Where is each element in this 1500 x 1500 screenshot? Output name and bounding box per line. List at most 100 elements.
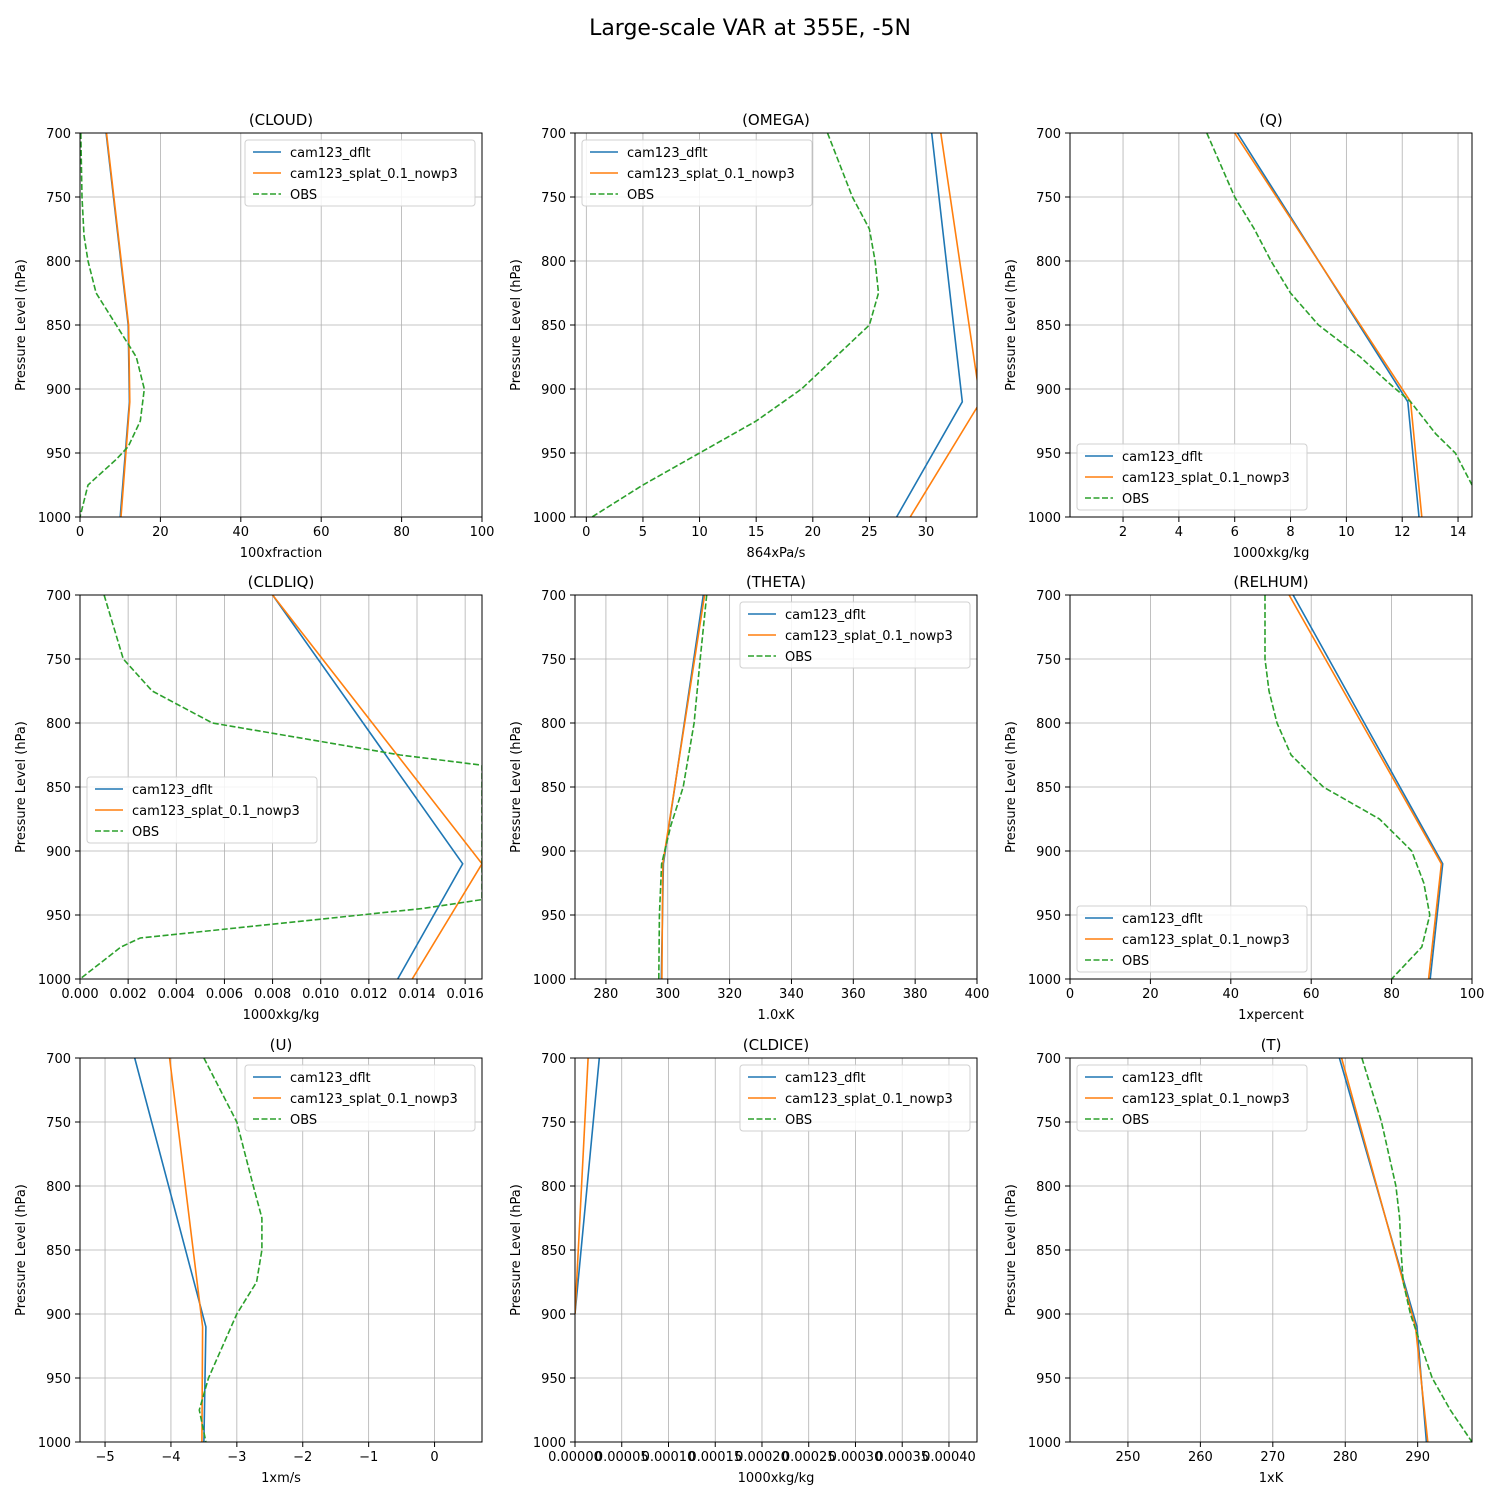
y-tick-label: 800 <box>541 255 566 270</box>
y-tick-label: 750 <box>541 191 566 206</box>
series-line-OBS <box>1264 595 1431 979</box>
y-tick-label: 900 <box>46 1308 71 1323</box>
y-tick-label: 800 <box>46 255 71 270</box>
x-tick-label: 5 <box>639 525 647 540</box>
series-line-OBS <box>198 1058 263 1442</box>
x-tick-label: 4 <box>1175 525 1183 540</box>
y-axis-label: Pressure Level (hPa) <box>1004 259 1019 391</box>
legend-label: OBS <box>1122 492 1149 507</box>
x-tick-label: 280 <box>1333 1450 1358 1465</box>
figure-title: Large-scale VAR at 355E, -5N <box>589 16 911 41</box>
x-tick-label: 10 <box>691 525 708 540</box>
y-axis-label: Pressure Level (hPa) <box>1004 721 1019 853</box>
legend-label: cam123_dflt <box>1122 1071 1203 1086</box>
x-tick-label: 100 <box>1460 987 1485 1002</box>
legend-label: OBS <box>132 825 159 840</box>
y-tick-label: 850 <box>541 781 566 796</box>
legend: cam123_dflt cam123_splat_0.1_nowp3 OBS <box>739 1064 971 1132</box>
series-line-cam123_splat_0.1_nowp3 <box>168 1058 204 1442</box>
subplot-7: 0.000000.000050.000100.000150.000200.000… <box>509 1036 978 1486</box>
x-axis-label: 1000xkg/kg <box>243 1008 320 1023</box>
subplot-4: 280 300 320 340 360 380 400 700 750 800 850 900 950 1… <box>509 573 989 1023</box>
x-tick-label: 0.00015 <box>688 1450 742 1465</box>
x-tick-label: 0 <box>582 525 590 540</box>
y-axis-label: Pressure Level (hPa) <box>14 1184 29 1316</box>
legend-label: cam123_splat_0.1_nowp3 <box>290 167 458 182</box>
legend-label: OBS <box>290 188 317 203</box>
legend: cam123_dflt cam123_splat_0.1_nowp3 OBS <box>86 776 318 844</box>
x-tick-label: 25 <box>861 525 878 540</box>
y-tick-label: 700 <box>541 589 566 604</box>
x-tick-label: 0 <box>76 525 84 540</box>
legend-box <box>739 601 971 669</box>
y-tick-label: 900 <box>1036 845 1061 860</box>
x-tick-label: 80 <box>1383 987 1400 1002</box>
y-tick-label: 700 <box>46 127 71 142</box>
subplot-0: 0 20 40 60 80 100 700 750 800 850 900 950 1000 (CLOUD… <box>14 111 494 561</box>
x-tick-label: 0.00020 <box>735 1450 789 1465</box>
y-tick-label: 750 <box>1036 653 1061 668</box>
x-tick-label: 300 <box>655 987 680 1002</box>
y-tick-label: 1000 <box>533 1436 566 1451</box>
y-tick-label: 700 <box>541 127 566 142</box>
x-tick-label: 0.004 <box>158 987 195 1002</box>
y-tick-label: 750 <box>46 653 71 668</box>
legend-label: OBS <box>627 188 654 203</box>
x-tick-label: 0.00010 <box>642 1450 696 1465</box>
legend: cam123_dflt cam123_splat_0.1_nowp3 OBS <box>244 139 476 207</box>
legend-label: OBS <box>290 1113 317 1128</box>
x-tick-label: 270 <box>1260 1450 1285 1465</box>
x-tick-label: 40 <box>233 525 250 540</box>
series-line-cam123_splat_0.1_nowp3 <box>105 133 131 517</box>
y-tick-label: 950 <box>46 447 71 462</box>
legend-box <box>739 1064 971 1132</box>
y-tick-label: 700 <box>541 1052 566 1067</box>
series-line-OBS <box>1361 1058 1472 1442</box>
series-line-cam123_splat_0.1_nowp3 <box>909 133 977 517</box>
x-tick-label: 280 <box>594 987 619 1002</box>
x-axis-label: 100xfraction <box>240 546 322 561</box>
x-axis-label: 864xPa/s <box>747 546 806 561</box>
x-tick-label: 14 <box>1450 525 1467 540</box>
y-axis-label: Pressure Level (hPa) <box>14 721 29 853</box>
x-tick-label: 30 <box>918 525 935 540</box>
x-tick-label: −1 <box>359 1450 378 1465</box>
y-axis-label: Pressure Level (hPa) <box>509 1184 524 1316</box>
y-tick-label: 800 <box>1036 717 1061 732</box>
x-tick-label: 0.00035 <box>875 1450 929 1465</box>
subplot-5: 0 20 40 60 80 100 700 750 800 850 900 950 1000 (RELHU… <box>1004 573 1484 1023</box>
series-line-cam123_dflt <box>271 595 464 979</box>
legend-label: cam123_dflt <box>132 783 213 798</box>
x-tick-label: 40 <box>1223 987 1240 1002</box>
legend-label: cam123_splat_0.1_nowp3 <box>132 804 300 819</box>
legend-label: cam123_splat_0.1_nowp3 <box>1122 933 1290 948</box>
y-tick-label: 750 <box>541 1116 566 1131</box>
x-axis-label: 1xm/s <box>261 1471 301 1486</box>
x-tick-label: 0.010 <box>302 987 339 1002</box>
legend: cam123_dflt cam123_splat_0.1_nowp3 OBS <box>1076 1064 1308 1132</box>
y-tick-label: 750 <box>1036 191 1061 206</box>
y-tick-label: 700 <box>1036 127 1061 142</box>
legend-label: OBS <box>785 650 812 665</box>
subplot-title: (U) <box>270 1036 293 1054</box>
y-tick-label: 750 <box>46 191 71 206</box>
y-tick-label: 950 <box>1036 447 1061 462</box>
y-axis-label: Pressure Level (hPa) <box>509 259 524 391</box>
series-line-OBS <box>658 595 708 979</box>
x-tick-label: 380 <box>903 987 928 1002</box>
y-tick-label: 850 <box>46 319 71 334</box>
legend-box <box>1076 1064 1308 1132</box>
series-line-OBS <box>80 133 146 517</box>
legend: cam123_dflt cam123_splat_0.1_nowp3 OBS <box>739 601 971 669</box>
x-tick-label: 0.00040 <box>922 1450 976 1465</box>
x-tick-label: 15 <box>748 525 765 540</box>
x-tick-label: 60 <box>1303 987 1320 1002</box>
legend-label: cam123_dflt <box>290 146 371 161</box>
y-tick-label: 900 <box>46 845 71 860</box>
y-tick-label: 950 <box>541 1372 566 1387</box>
x-tick-label: 320 <box>717 987 742 1002</box>
legend-box <box>86 776 318 844</box>
y-tick-label: 1000 <box>533 511 566 526</box>
y-tick-label: 850 <box>541 1244 566 1259</box>
x-tick-label: 0.00005 <box>595 1450 649 1465</box>
